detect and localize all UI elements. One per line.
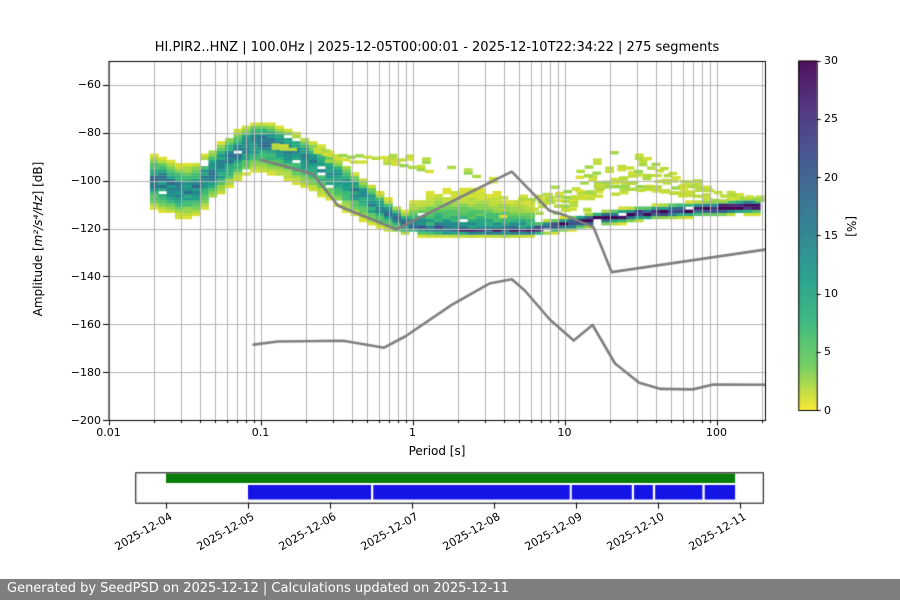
colorbar-tick-label: 10 [824, 287, 838, 301]
y-tick-label: −200 [70, 413, 101, 427]
x-tick-label: 0.1 [251, 426, 270, 439]
colorbar-tick-label: 20 [824, 170, 838, 184]
colorbar-label: [%] [844, 216, 858, 237]
footer-text: Generated by SeedPSD on 2025-12-12 | Cal… [7, 581, 509, 596]
x-tick-label: 1 [409, 426, 416, 439]
colorbar-tick-label: 30 [824, 54, 838, 68]
y-tick-label: −160 [70, 317, 101, 331]
colorbar-tick-label: 0 [824, 403, 831, 417]
y-tick-label: −60 [77, 78, 101, 92]
plot-title: HI.PIR2..HNZ | 100.0Hz | 2025-12-05T00:0… [154, 40, 720, 55]
y-tick-label: −140 [70, 269, 101, 283]
footer-bar: Generated by SeedPSD on 2025-12-12 | Cal… [0, 579, 900, 600]
x-tick-label: 10 [557, 426, 572, 439]
x-axis-label: Period [s] [408, 444, 466, 458]
y-tick-label: −80 [77, 126, 101, 140]
x-tick-label: 0.01 [96, 426, 121, 439]
y-tick-label: −120 [70, 222, 101, 236]
y-axis-label: Amplitude [m²/s⁴/Hz] [dB] [31, 161, 45, 317]
y-tick-label: −180 [70, 365, 101, 379]
colorbar-tick-label: 5 [824, 345, 831, 359]
y-tick-label: −100 [70, 174, 101, 188]
colorbar-tick-label: 25 [824, 112, 838, 126]
colorbar-tick-label: 15 [824, 228, 838, 242]
x-tick-label: 100 [706, 426, 727, 439]
